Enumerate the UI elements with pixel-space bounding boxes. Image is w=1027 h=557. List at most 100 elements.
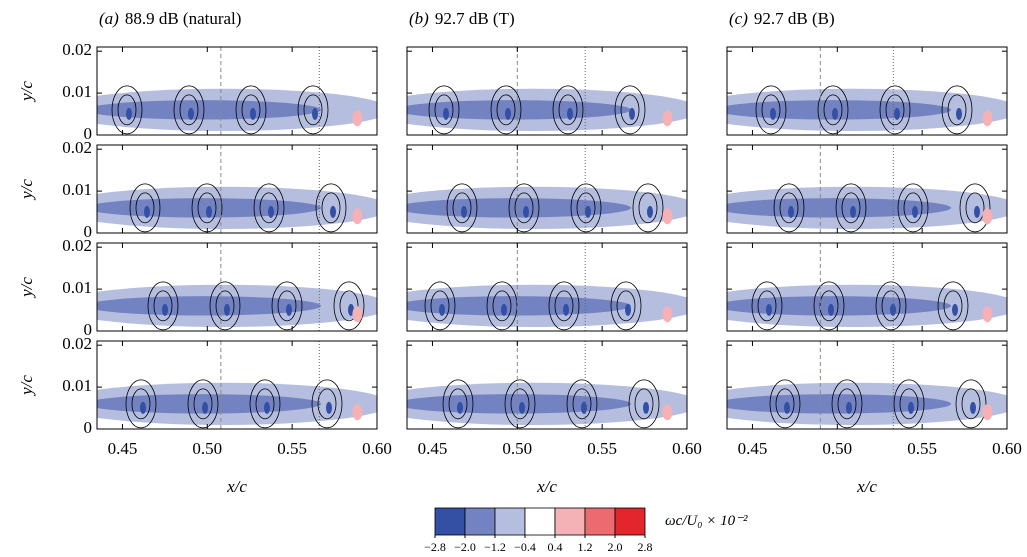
vortex-contour: [129, 183, 161, 233]
vortex-contour: [903, 192, 923, 224]
vortex-contour: [552, 85, 584, 135]
vortex-core: [581, 401, 587, 414]
x-tick-label: 0.50: [192, 439, 222, 458]
vortex-contour: [841, 192, 861, 224]
vortex-contour: [885, 94, 905, 126]
vortex-core: [567, 107, 573, 120]
contour-field: [407, 341, 687, 429]
vortex-contour: [779, 192, 799, 224]
vortex-core: [330, 205, 336, 218]
colorbar-tick-label: 2.0: [608, 540, 623, 554]
vortex-core: [202, 401, 208, 414]
y-axis-label: y/c: [17, 375, 36, 397]
vortex-core: [162, 303, 168, 316]
vortex-contour: [452, 192, 472, 224]
vortex-contour: [492, 290, 512, 322]
vortex-contour: [508, 183, 540, 233]
x-tick-label: 0.45: [108, 439, 138, 458]
y-tick-label: 0.02: [62, 334, 92, 353]
vortex-core: [643, 401, 649, 414]
colorbar-swatch: [494, 507, 526, 536]
vortex-contour: [496, 94, 516, 126]
vorticity-core: [727, 394, 951, 414]
colorbar-swatch: [434, 507, 466, 536]
vortex-core: [629, 107, 635, 120]
vortex-contour: [253, 183, 285, 233]
vortex-contour: [558, 94, 578, 126]
vortex-core: [443, 107, 449, 120]
column-title: (c) 92.7 dB (B): [729, 9, 835, 28]
vortex-contour: [442, 379, 474, 429]
vortex-contour: [259, 192, 279, 224]
x-tick-label: 0.60: [992, 439, 1022, 458]
vortex-core: [956, 107, 962, 120]
vortex-contour: [837, 388, 857, 420]
vortex-contour: [823, 94, 843, 126]
vortex-core: [461, 205, 467, 218]
vortex-core: [286, 303, 292, 316]
vortex-contour: [893, 379, 925, 429]
positive-patch: [982, 306, 993, 323]
positive-patch: [982, 404, 993, 421]
vortex-contour: [297, 85, 329, 135]
vortex-contour: [490, 85, 522, 135]
vortex-contour: [317, 388, 337, 420]
vortex-core: [908, 401, 914, 414]
vorticity-core: [97, 198, 321, 218]
panel-frame: [406, 46, 688, 136]
vortex-contour: [249, 379, 281, 429]
vortex-contour: [835, 183, 867, 233]
panel-frame: [96, 144, 378, 234]
vortex-contour: [961, 388, 981, 420]
contour-field: [97, 243, 377, 331]
vortex-contour: [757, 290, 777, 322]
vortex-contour: [628, 379, 660, 429]
vortex-contour: [187, 379, 219, 429]
colorbar-tick-label: −1.2: [484, 540, 506, 554]
x-tick-label: 0.60: [362, 439, 392, 458]
x-tick-label: 0.50: [502, 439, 532, 458]
vortex-core: [326, 401, 332, 414]
vorticity-core: [407, 394, 631, 414]
column-title: (a) 88.9 dB (natural): [99, 9, 241, 28]
vortex-contour: [241, 94, 261, 126]
y-axis-label: y/c: [17, 81, 36, 103]
vortex-contour: [817, 85, 849, 135]
vortex-core: [519, 401, 525, 414]
contour-field: [727, 243, 1007, 331]
vortex-contour: [315, 183, 347, 233]
y-axis-label: y/c: [17, 277, 36, 299]
positive-patch: [662, 306, 673, 323]
vortex-contour: [813, 281, 845, 331]
vortex-contour: [434, 94, 454, 126]
vortex-contour: [947, 94, 967, 126]
vortex-contour: [303, 94, 323, 126]
vortex-core: [523, 205, 529, 218]
vorticity-core: [97, 100, 321, 120]
vortex-contour: [620, 94, 640, 126]
vortex-contour: [514, 192, 534, 224]
panel-title: 92.7 dB (B): [754, 9, 835, 28]
colorbar-tick-label: −2.0: [454, 540, 476, 554]
positive-patch: [982, 208, 993, 225]
panel-title: 92.7 dB (T): [435, 9, 515, 28]
vortex-contour: [277, 290, 297, 322]
vortex-contour: [761, 94, 781, 126]
panel-frame: [96, 46, 378, 136]
vortex-core: [970, 401, 976, 414]
vortex-contour: [875, 281, 907, 331]
vortex-core: [828, 303, 834, 316]
vortex-core: [501, 303, 507, 316]
vortex-core: [850, 205, 856, 218]
vortex-contour: [255, 388, 275, 420]
vortex-contour: [271, 281, 303, 331]
vortex-contour: [576, 192, 596, 224]
vortex-contour: [153, 290, 173, 322]
x-tick-label: 0.55: [277, 439, 307, 458]
vortex-contour: [819, 290, 839, 322]
vortex-core: [188, 107, 194, 120]
contour-field: [97, 47, 377, 135]
contour-field: [97, 145, 377, 233]
vortex-contour: [430, 290, 450, 322]
